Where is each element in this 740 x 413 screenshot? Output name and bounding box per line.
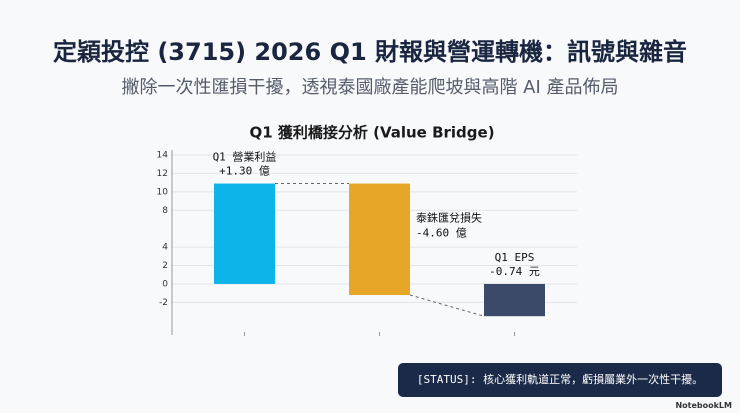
footer: NotebookLM bbox=[675, 401, 732, 410]
bar bbox=[349, 183, 410, 295]
bar-label: Q1 營業利益 bbox=[213, 150, 277, 164]
slide-subtitle: 撇除一次性匯損干擾，透視泰國廠產能爬坡與高階 AI 產品佈局 bbox=[121, 77, 619, 98]
y-tick-label: 10 bbox=[157, 187, 169, 197]
bar-label: -4.60 億 bbox=[416, 227, 467, 240]
connector bbox=[409, 294, 485, 317]
bar-label: -0.74 元 bbox=[489, 265, 540, 278]
y-tick-label: 0 bbox=[162, 279, 168, 289]
bar-label: +1.30 億 bbox=[219, 165, 270, 178]
status-box: [STATUS]: 核心獲利軌道正常，虧損屬業外一次性干擾。 bbox=[398, 363, 722, 397]
chart-title: Q1 獲利橋接分析 (Value Bridge) bbox=[249, 124, 494, 142]
bar-label: Q1 EPS bbox=[495, 251, 535, 264]
y-tick-label: 8 bbox=[162, 206, 168, 216]
y-tick-label: 4 bbox=[162, 243, 168, 253]
bar-label: 泰銖匯兌損失 bbox=[416, 211, 482, 225]
y-tick-label: -2 bbox=[159, 298, 168, 308]
bar bbox=[484, 283, 545, 317]
slide-title: 定穎投控 (3715) 2026 Q1 財報與營運轉機：訊號與雜音 bbox=[52, 38, 688, 66]
y-tick-label: 12 bbox=[157, 169, 168, 179]
y-tick-label: 14 bbox=[157, 151, 169, 161]
y-tick-label: 2 bbox=[162, 261, 168, 271]
bar bbox=[214, 183, 275, 284]
